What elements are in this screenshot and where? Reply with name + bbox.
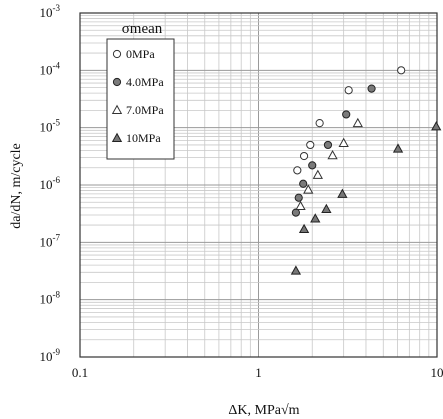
legend-items: 0MPa 4.0MPa 7.0MPa 10MPa bbox=[111, 47, 164, 145]
data-point-series-0 bbox=[306, 140, 315, 150]
data-point-series-0 bbox=[344, 86, 353, 95]
legend-label-1: 4.0MPa bbox=[126, 75, 164, 89]
legend-marker-0 bbox=[112, 49, 122, 59]
data-point-series-2 bbox=[327, 149, 338, 160]
data-point-series-1 bbox=[294, 193, 303, 202]
data-point-series-1 bbox=[299, 179, 308, 188]
data-point-series-0 bbox=[397, 66, 406, 75]
data-point-series-0 bbox=[299, 151, 309, 161]
legend-marker-1 bbox=[112, 77, 122, 87]
y-tick-labels: 10-9 10-8 10-7 10-6 10-5 10-4 10-3 bbox=[40, 3, 61, 364]
data-point-series-3 bbox=[298, 223, 310, 234]
data-point-series-0 bbox=[293, 166, 302, 175]
data-point-series-2 bbox=[312, 169, 323, 179]
x-tick-label: 1 bbox=[255, 365, 262, 380]
x-tick-label: 10 bbox=[431, 365, 443, 380]
data-point-series-3 bbox=[392, 143, 404, 153]
x-tick-label: 0.1 bbox=[72, 365, 88, 380]
y-tick-label: 10-6 bbox=[40, 175, 61, 192]
legend: σmean 0MPa 4.0MPa 7.0MPa 10MPa bbox=[106, 21, 175, 160]
axes bbox=[79, 12, 438, 358]
legend-marker-2 bbox=[111, 104, 123, 114]
y-tick-label: 10-4 bbox=[40, 60, 61, 77]
y-axis-label: da/dN, m/cycle bbox=[9, 143, 24, 229]
legend-label-3: 10MPa bbox=[126, 131, 161, 145]
data-point-series-1 bbox=[342, 110, 351, 119]
data-point-series-1 bbox=[291, 208, 300, 217]
legend-label-0: 0MPa bbox=[126, 47, 155, 61]
legend-marker-3 bbox=[111, 132, 123, 142]
data-point-series-2 bbox=[338, 137, 349, 147]
data-point-series-3 bbox=[290, 265, 302, 275]
y-tick-label: 10-7 bbox=[40, 232, 61, 249]
data-point-series-1 bbox=[308, 161, 317, 170]
data-point-series-1 bbox=[323, 140, 333, 150]
x-tick-labels: 0.1 1 10 bbox=[72, 365, 443, 380]
y-tick-label: 10-8 bbox=[40, 290, 61, 307]
data-point-series-0 bbox=[315, 119, 324, 128]
data-point-series-3 bbox=[431, 121, 442, 131]
legend-label-2: 7.0MPa bbox=[126, 103, 164, 117]
y-tick-label: 10-9 bbox=[40, 347, 61, 364]
x-axis-label: ΔK, MPa√m bbox=[228, 403, 299, 418]
data-point-series-2 bbox=[352, 117, 363, 128]
data-points bbox=[290, 66, 442, 275]
y-tick-label: 10-5 bbox=[40, 118, 61, 135]
y-tick-label: 10-3 bbox=[40, 3, 61, 20]
data-point-series-3 bbox=[337, 188, 348, 198]
data-point-series-1 bbox=[367, 84, 376, 93]
legend-title: σmean bbox=[122, 21, 163, 37]
data-point-series-2 bbox=[295, 200, 306, 210]
data-point-series-2 bbox=[303, 184, 314, 194]
data-point-series-3 bbox=[310, 213, 321, 223]
plot-frame bbox=[79, 12, 438, 358]
data-point-series-3 bbox=[321, 203, 332, 214]
